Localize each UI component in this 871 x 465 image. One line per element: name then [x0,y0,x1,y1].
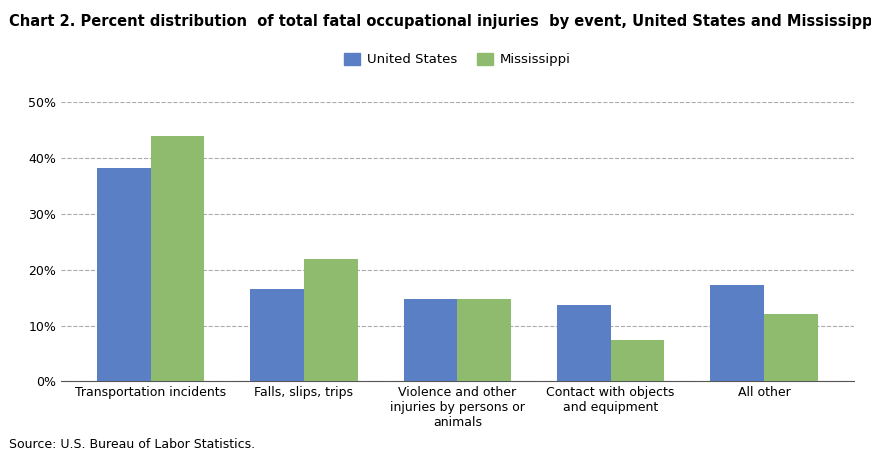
Text: Chart 2. Percent distribution  of total fatal occupational injuries  by event, U: Chart 2. Percent distribution of total f… [9,14,871,29]
Bar [304,259,358,381]
Bar [611,340,665,381]
Legend: United States, Mississippi: United States, Mississippi [339,47,576,72]
Bar [557,306,611,381]
Bar [457,299,511,381]
Bar [250,289,304,381]
Bar [151,136,205,381]
Bar [97,167,151,381]
Bar [764,314,818,381]
Text: Source: U.S. Bureau of Labor Statistics.: Source: U.S. Bureau of Labor Statistics. [9,438,255,451]
Bar [710,286,764,381]
Bar [403,299,457,381]
